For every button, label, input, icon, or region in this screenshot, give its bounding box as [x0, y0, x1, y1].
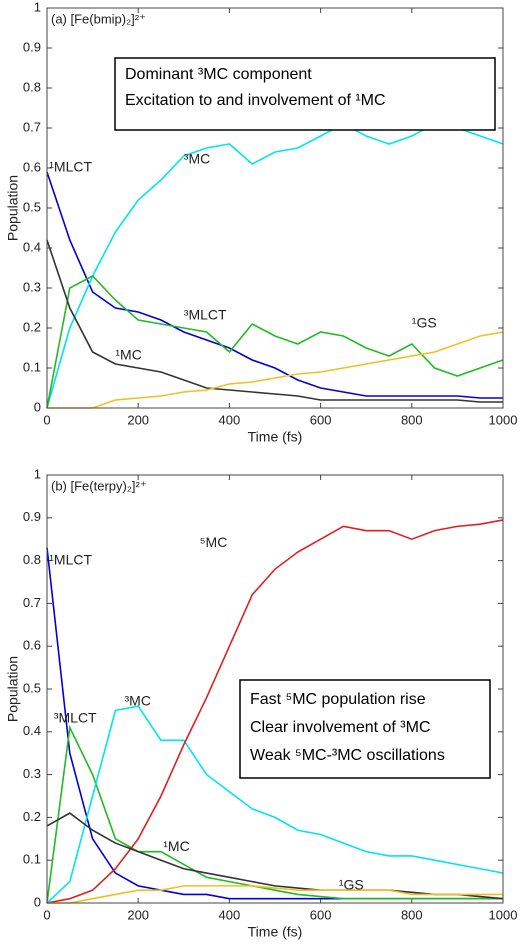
y-tick-label: 0	[34, 399, 41, 414]
y-tick-label: 0.7	[23, 119, 41, 134]
y-tick-label: 0.9	[23, 39, 41, 54]
plot-frame	[46, 474, 504, 904]
series-label: ¹GS	[339, 877, 364, 893]
y-tick-label: 0.3	[23, 766, 41, 781]
annotation: Dominant ³MC component	[125, 66, 312, 83]
y-tick-label: 0.1	[23, 359, 41, 374]
y-tick-label: 0.7	[23, 595, 41, 610]
series-label: ⁵MC	[200, 534, 228, 550]
x-tick-label: 0	[43, 907, 50, 922]
y-tick-label: 0.1	[23, 852, 41, 867]
y-tick-label: 0.2	[23, 809, 41, 824]
series-line	[46, 724, 503, 904]
x-axis-label: Time (fs)	[248, 429, 303, 445]
y-tick-label: 0.5	[23, 680, 41, 695]
series-label: ³MC	[184, 151, 210, 167]
y-tick-label: 0.3	[23, 279, 41, 294]
series-line	[46, 275, 504, 409]
series-line	[47, 331, 504, 409]
y-tick-label: 0.4	[23, 723, 41, 738]
y-tick-label: 0.2	[23, 319, 41, 334]
y-tick-label: 0.8	[23, 552, 41, 567]
series-line	[47, 885, 503, 904]
x-tick-label: 800	[401, 412, 423, 427]
x-tick-label: 200	[127, 412, 149, 427]
series-label: ³MLCT	[54, 710, 97, 726]
x-tick-label: 200	[127, 907, 149, 922]
annotation-box	[239, 679, 491, 779]
series-line	[46, 812, 504, 900]
series-line	[46, 171, 503, 399]
y-tick-label: 0.6	[23, 159, 41, 174]
series-line	[46, 123, 504, 409]
x-tick-label: 800	[401, 907, 423, 922]
x-axis-label: Time (fs)	[248, 924, 303, 940]
y-axis-label: Population	[5, 175, 21, 241]
y-tick-label: 1	[34, 466, 41, 481]
y-tick-label: 0.5	[23, 199, 41, 214]
series-label: ¹MLCT	[49, 551, 92, 567]
x-tick-label: 0	[43, 412, 50, 427]
y-tick-label: 0.9	[23, 509, 41, 524]
panel-title: (a) [Fe(bmip)₂]²⁺	[51, 11, 146, 26]
x-tick-label: 600	[310, 907, 332, 922]
series-label: ³MLCT	[184, 307, 227, 323]
series-line	[46, 239, 503, 403]
y-tick-label: 0.4	[23, 239, 41, 254]
y-axis-label: Population	[5, 656, 21, 722]
panel-title: (b) [Fe(terpy)₂]²⁺	[51, 478, 147, 493]
series-line	[46, 519, 504, 904]
series-label: ¹MC	[115, 347, 141, 363]
annotation: Fast ⁵MC population rise	[250, 691, 426, 708]
annotation: Clear involvement of ³MC	[250, 719, 431, 736]
x-tick-label: 1000	[489, 907, 518, 922]
x-tick-label: 600	[310, 412, 332, 427]
y-tick-label: 1	[34, 0, 41, 14]
y-tick-label: 0.6	[23, 638, 41, 653]
x-tick-label: 400	[219, 907, 241, 922]
x-tick-label: 400	[219, 412, 241, 427]
y-tick-label: 0.8	[23, 79, 41, 94]
y-tick-label: 0	[34, 894, 41, 909]
x-tick-label: 1000	[489, 412, 518, 427]
annotation: Weak ⁵MC-³MC oscillations	[250, 747, 445, 764]
series-line	[46, 705, 504, 904]
series-label: ¹MLCT	[49, 159, 92, 175]
plot-frame	[46, 7, 504, 409]
annotation: Excitation to and involvement of ¹MC	[125, 92, 386, 109]
series-label: ³MC	[125, 693, 151, 709]
series-label: ¹GS	[412, 315, 437, 331]
series-label: ¹MC	[163, 838, 189, 854]
annotation-box	[114, 57, 496, 131]
